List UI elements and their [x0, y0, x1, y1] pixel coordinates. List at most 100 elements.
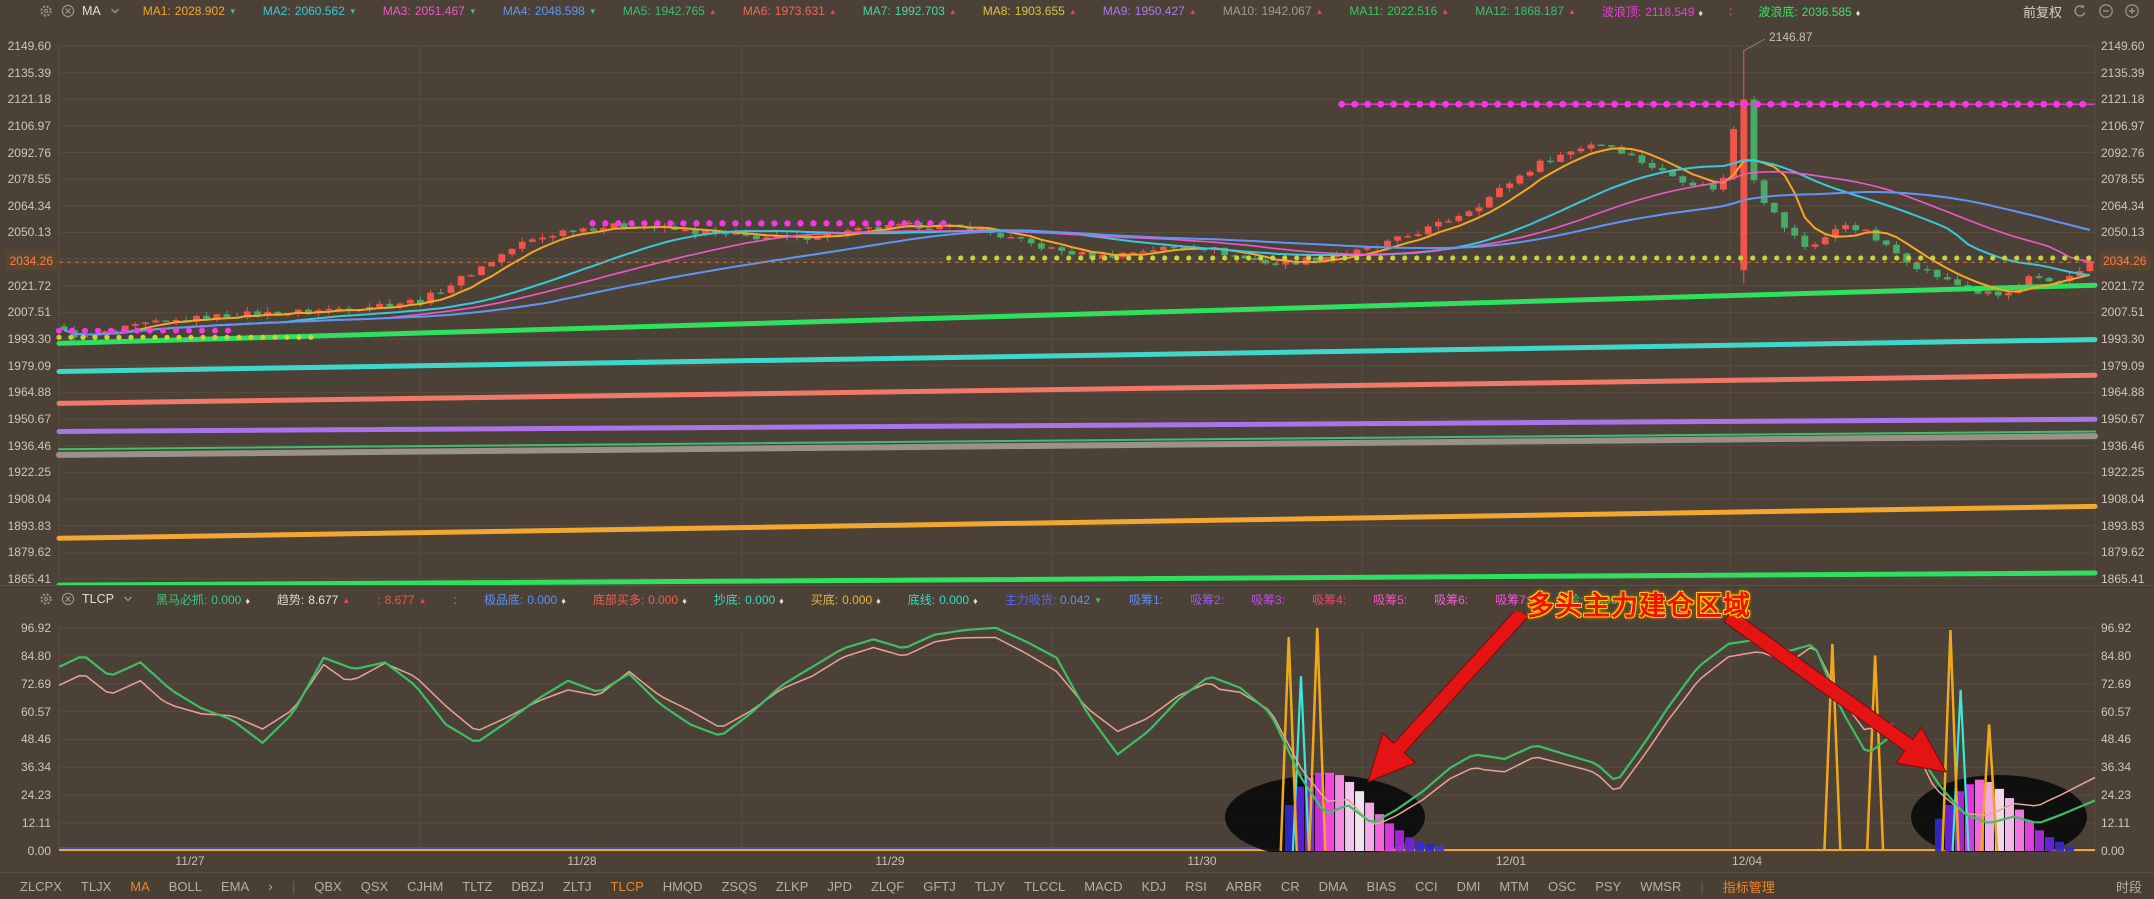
tab-dma[interactable]: DMA [1318, 878, 1348, 894]
tab-tljx[interactable]: TLJX [80, 878, 112, 894]
tab-zlkp[interactable]: ZLKP [775, 878, 809, 894]
tlcp-readout-17[interactable]: 风险: 18.000 ♦ [1556, 591, 1633, 608]
tab-ma[interactable]: MA [130, 878, 150, 894]
tab-qbx[interactable]: QBX [314, 878, 342, 894]
indicator-axis-label: 96.92 [2101, 620, 2132, 635]
indicator-axis-label: 48.46 [20, 732, 51, 747]
ma-readout-12[interactable]: 波浪顶: 2118.549 ♦ [1602, 3, 1703, 20]
ma-readout-8[interactable]: MA9: 1950.427 ▲ [1103, 4, 1197, 18]
close-indicator-icon[interactable] [60, 3, 76, 19]
item-label: MA2: [262, 4, 291, 18]
tab-osc[interactable]: OSC [1548, 878, 1577, 894]
tab-jpd[interactable]: JPD [827, 878, 852, 894]
tab-cr[interactable]: CR [1280, 878, 1300, 894]
date-axis-label: 11/30 [1187, 854, 1217, 868]
tab-qsx[interactable]: QSX [360, 878, 389, 894]
ma-readout-2[interactable]: MA3: 2051.467 ▼ [383, 4, 477, 18]
price-axis-label: 2064.34 [2101, 198, 2145, 213]
date-axis-label: 12/04 [1731, 854, 1763, 868]
ma-readout-10[interactable]: MA11: 2022.516 ▲ [1349, 4, 1449, 18]
settings-icon[interactable] [38, 3, 54, 19]
main-chart-canvas[interactable]: 2146.87 [0, 22, 2154, 585]
tab-zsqs[interactable]: ZSQS [721, 878, 757, 894]
reset-zoom-icon[interactable] [2072, 3, 2088, 19]
tab-tljy[interactable]: TLJY [974, 878, 1006, 894]
tab-arbr[interactable]: ARBR [1225, 878, 1262, 894]
tab-zltj[interactable]: ZLTJ [562, 878, 592, 894]
ma-readout-3[interactable]: MA4: 2048.598 ▼ [503, 4, 597, 18]
tab-wmsr[interactable]: WMSR [1640, 878, 1682, 894]
item-label: 吸筹1: [1129, 592, 1164, 607]
tab-zlqf[interactable]: ZLQF [870, 878, 905, 894]
tlcp-readout-5[interactable]: 底部买多: 0.000 ♦ [593, 591, 687, 608]
tlcp-readout-10[interactable]: 吸筹1: [1129, 591, 1163, 608]
tab-cjhm[interactable]: CJHM [407, 878, 444, 894]
tlcp-readout-11[interactable]: 吸筹2: [1190, 591, 1224, 608]
up-triangle-icon: ▲ [1188, 7, 1197, 16]
indicator-axis-label: 24.23 [20, 788, 51, 803]
item-label: 吸筹2: [1190, 592, 1225, 607]
time-period-button[interactable]: 时段 [2115, 879, 2142, 895]
tlcp-readout-13[interactable]: 吸筹4: [1312, 591, 1346, 608]
ma-readout-1[interactable]: MA2: 2060.562 ▼ [263, 4, 357, 18]
tab-macd[interactable]: MACD [1084, 878, 1123, 894]
tab-dmi[interactable]: DMI [1456, 878, 1481, 894]
item-value: 0.000 [842, 592, 873, 607]
settings-icon[interactable] [38, 591, 54, 607]
indicator-chart-canvas[interactable] [0, 612, 2154, 852]
item-value: 1992.703 [894, 4, 945, 18]
tlcp-readout-4[interactable]: 极品底: 0.000 ♦ [484, 591, 566, 608]
tlcp-readout-7[interactable]: 买底: 0.000 ♦ [811, 591, 881, 608]
tlcp-readout-0[interactable]: 黑马必抓: 0.000 ♦ [156, 591, 250, 608]
ma-readout-9[interactable]: MA10: 1942.067 ▲ [1223, 4, 1324, 18]
tab-ema[interactable]: EMA [221, 878, 250, 894]
more-tabs-chevron-icon[interactable]: › [268, 878, 273, 894]
tab-zlcpx[interactable]: ZLCPX [20, 878, 62, 894]
price-axis-label: 2092.76 [7, 145, 51, 160]
item-label: : [377, 592, 381, 607]
ma-readout-5[interactable]: MA6: 1973.631 ▲ [743, 4, 837, 18]
item-label: 抄底: [713, 592, 742, 607]
tab-tlccl[interactable]: TLCCL [1024, 878, 1066, 894]
ma-readout-14[interactable]: 波浪底: 2036.585 ♦ [1758, 3, 1860, 20]
ma-readout-13[interactable]: : [1729, 4, 1732, 18]
tlcp-readout-1[interactable]: 趋势: 8.677 ▲ [277, 591, 350, 608]
tab-cci[interactable]: CCI [1415, 878, 1438, 894]
tab-gftj[interactable]: GFTJ [923, 878, 956, 894]
tab-bias[interactable]: BIAS [1366, 878, 1397, 894]
tab-tltz[interactable]: TLTZ [462, 878, 493, 894]
tlcp-readout-12[interactable]: 吸筹3: [1251, 591, 1285, 608]
tab-指标管理[interactable]: 指标管理 [1722, 879, 1775, 895]
tlcp-readout-15[interactable]: 吸筹6: [1434, 591, 1468, 608]
tab-tlcp[interactable]: TLCP [610, 878, 644, 894]
tlcp-readout-2[interactable]: :8.677 ▲ [377, 593, 426, 607]
main-indicator-selector[interactable]: MA [38, 3, 123, 19]
close-indicator-icon[interactable] [60, 591, 76, 607]
tab-rsi[interactable]: RSI [1185, 878, 1207, 894]
lower-indicator-selector[interactable]: TLCP [38, 591, 136, 607]
ma-readout-4[interactable]: MA5: 1942.765 ▲ [623, 4, 717, 18]
adjust-mode-button[interactable]: 前复权 [2022, 4, 2062, 20]
tlcp-readout-8[interactable]: 底线: 0.000 ♦ [908, 591, 978, 608]
date-axis-label: 11/27 [175, 854, 205, 868]
tlcp-readout-9[interactable]: 主力吸货: 0.042 ▼ [1005, 591, 1102, 608]
tab-dbzj[interactable]: DBZJ [511, 878, 544, 894]
tlcp-readout-14[interactable]: 吸筹5: [1373, 591, 1407, 608]
tlcp-readout-6[interactable]: 抄底: 0.000 ♦ [714, 591, 784, 608]
tlcp-readout-3[interactable]: : [454, 593, 457, 607]
tab-hmqd[interactable]: HMQD [662, 878, 703, 894]
zoom-in-icon[interactable] [2124, 3, 2140, 19]
item-value: 1950.427 [1134, 4, 1185, 18]
ma-readout-7[interactable]: MA8: 1903.655 ▲ [983, 4, 1077, 18]
tlcp-readout-16[interactable]: 吸筹7: [1495, 591, 1529, 608]
ma-readout-0[interactable]: MA1: 2028.902 ▼ [143, 4, 237, 18]
tab-boll[interactable]: BOLL [168, 878, 202, 894]
zoom-out-icon[interactable] [2098, 3, 2114, 19]
tab-mtm[interactable]: MTM [1499, 878, 1530, 894]
item-value: 0.000 [527, 592, 558, 607]
ma-readout-6[interactable]: MA7: 1992.703 ▲ [863, 4, 957, 18]
tab-kdj[interactable]: KDJ [1141, 878, 1167, 894]
ma-readout-11[interactable]: MA12: 1868.187 ▲ [1475, 4, 1576, 18]
tab-psy[interactable]: PSY [1595, 878, 1622, 894]
